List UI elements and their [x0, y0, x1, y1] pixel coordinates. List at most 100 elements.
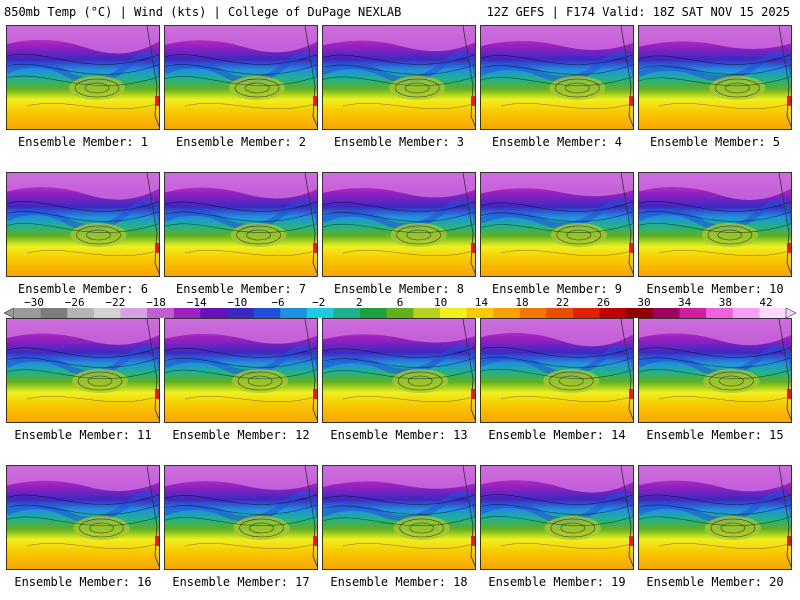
colorbar-tick-label: 14: [474, 296, 488, 309]
colorbar-swatch: [546, 308, 574, 318]
colorbar-swatch: [173, 308, 201, 318]
colorbar-swatch: [466, 308, 494, 318]
temperature-map: [639, 466, 791, 569]
colorbar-tick-label: −2: [312, 296, 326, 309]
colorbar-swatch: [732, 308, 760, 318]
colorbar-tick-label: −26: [64, 296, 85, 309]
colorbar-swatch: [652, 308, 681, 318]
temperature-map: [165, 466, 317, 569]
ensemble-panel: [638, 465, 792, 570]
colorbar-tick-label: 6: [396, 296, 404, 309]
colorbar-tick-label: −6: [271, 296, 285, 309]
ensemble-panel: [6, 172, 160, 277]
ensemble-member-label: Ensemble Member: 20: [646, 575, 784, 589]
colorbar-swatch: [200, 308, 228, 318]
colorbar-swatch: [573, 308, 601, 318]
ensemble-panel: [322, 172, 476, 277]
colorbar-tick-label: 2: [356, 296, 363, 309]
colorbar-swatch: [120, 308, 148, 318]
temperature-colorbar: [4, 308, 796, 318]
temperature-map: [7, 466, 159, 569]
temperature-map: [323, 173, 475, 276]
temperature-map: [7, 26, 159, 129]
ensemble-panel: [480, 172, 634, 277]
ensemble-member-label: Ensemble Member: 1: [17, 135, 149, 149]
colorbar-max-arrow: [785, 308, 796, 318]
temperature-map: [323, 466, 475, 569]
ensemble-member-label: Ensemble Member: 2: [175, 135, 307, 149]
ensemble-member-label: Ensemble Member: 5: [649, 135, 781, 149]
colorbar-swatch: [226, 308, 255, 318]
colorbar-swatch: [147, 308, 175, 318]
colorbar-tick-label: 18: [515, 296, 529, 309]
temperature-map: [481, 319, 633, 422]
map-title: 850mb Temp (°C) | Wind (kts) | College o…: [4, 5, 402, 19]
colorbar-swatch: [14, 308, 42, 318]
temperature-map: [481, 466, 633, 569]
ensemble-panel: [638, 25, 792, 130]
temperature-map: [165, 173, 317, 276]
colorbar-swatch: [306, 308, 334, 318]
ensemble-panel: [164, 25, 318, 130]
temperature-map: [7, 319, 159, 422]
ensemble-panel: [480, 25, 634, 130]
temperature-map: [639, 319, 791, 422]
ensemble-member-label: Ensemble Member: 9: [491, 282, 623, 296]
temperature-map: [639, 173, 791, 276]
colorbar-swatch: [280, 308, 308, 318]
ensemble-panel: [6, 318, 160, 423]
colorbar-tick-label: 42: [759, 296, 773, 309]
ensemble-panel: [480, 318, 634, 423]
colorbar-tick-label: −18: [146, 296, 166, 309]
colorbar-swatch: [40, 308, 68, 318]
colorbar-tick-label: 26: [596, 296, 610, 309]
ensemble-panel: [638, 172, 792, 277]
ensemble-panel: [6, 465, 160, 570]
temperature-map: [639, 26, 791, 129]
colorbar-tick-label: −30: [24, 296, 44, 309]
colorbar-swatch: [253, 308, 281, 318]
colorbar-tick-label: 30: [637, 296, 651, 309]
colorbar-tick-label: −14: [186, 296, 207, 309]
colorbar-tick-label: 38: [718, 296, 732, 309]
ensemble-member-label: Ensemble Member: 4: [491, 135, 623, 149]
temperature-map: [481, 173, 633, 276]
colorbar-swatch: [493, 308, 521, 318]
temperature-map: [7, 173, 159, 276]
colorbar-swatch: [519, 308, 547, 318]
ensemble-member-label: Ensemble Member: 3: [333, 135, 465, 149]
colorbar-min-arrow: [4, 308, 15, 318]
ensemble-panel: [164, 172, 318, 277]
colorbar-tick-label: −22: [105, 296, 126, 309]
ensemble-panel: [638, 318, 792, 423]
colorbar-swatch: [413, 308, 441, 318]
colorbar-tick-label: 22: [556, 296, 570, 309]
run-valid-time: 12Z GEFS | F174 Valid: 18Z SAT NOV 15 20…: [486, 5, 790, 19]
ensemble-panel: [164, 465, 318, 570]
temperature-map: [481, 26, 633, 129]
ensemble-member-label: Ensemble Member: 7: [175, 282, 307, 296]
ensemble-member-label: Ensemble Member: 19: [488, 575, 626, 589]
temperature-map: [323, 26, 475, 129]
colorbar-tick-label: −10: [227, 296, 248, 309]
ensemble-member-label: Ensemble Member: 11: [14, 428, 152, 442]
ensemble-member-label: Ensemble Member: 15: [646, 428, 784, 442]
ensemble-member-label: Ensemble Member: 13: [330, 428, 468, 442]
colorbar-swatch: [386, 308, 414, 318]
ensemble-member-label: Ensemble Member: 14: [488, 428, 626, 442]
colorbar-swatch: [333, 308, 361, 318]
temperature-map: [165, 26, 317, 129]
colorbar-swatch: [599, 308, 627, 318]
temperature-map: [165, 319, 317, 422]
ensemble-panel: [322, 465, 476, 570]
ensemble-panel: [6, 25, 160, 130]
ensemble-member-label: Ensemble Member: 6: [17, 282, 149, 296]
ensemble-member-label: Ensemble Member: 16: [14, 575, 152, 589]
temperature-map: [323, 319, 475, 422]
colorbar-tick-label: 10: [434, 296, 448, 309]
ensemble-member-label: Ensemble Member: 12: [172, 428, 310, 442]
colorbar-swatch: [439, 308, 468, 318]
ensemble-panel: [322, 25, 476, 130]
colorbar-swatch: [706, 308, 734, 318]
colorbar-swatch: [93, 308, 121, 318]
